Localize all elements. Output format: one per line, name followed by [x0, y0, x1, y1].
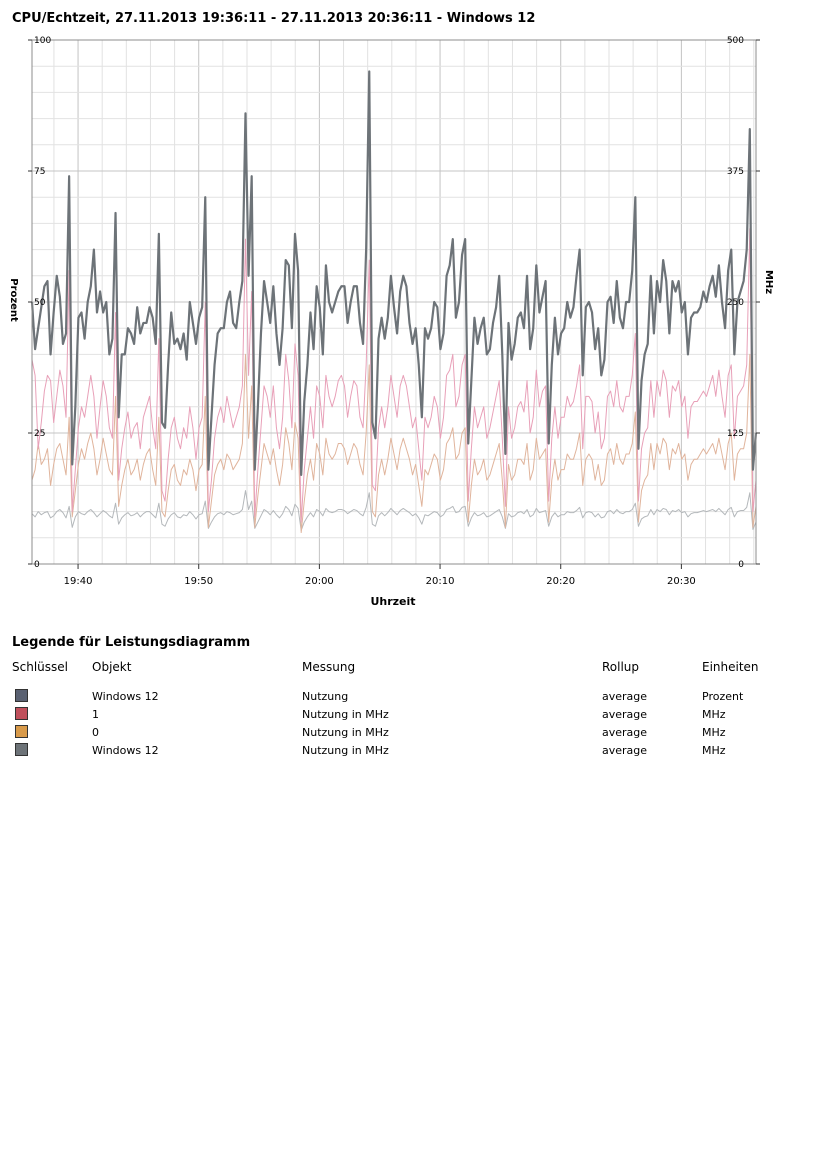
y-axis-left-label: Prozent — [8, 278, 19, 322]
legend-object: 0 — [92, 726, 99, 739]
legend-measure: Nutzung in MHz — [302, 744, 389, 757]
y-right-tick-label: 500 — [727, 36, 744, 46]
legend-rollup: average — [602, 744, 648, 757]
y-right-tick-label: 375 — [727, 167, 744, 177]
legend-color-swatch — [15, 707, 28, 720]
y-axis-right-label: MHz — [763, 270, 774, 294]
legend-measure: Nutzung in MHz — [302, 726, 389, 739]
x-tick-label: 19:50 — [184, 576, 213, 587]
y-left-tick-label: 100 — [34, 36, 51, 46]
legend-object: 1 — [92, 708, 99, 721]
legend-rollup: average — [602, 726, 648, 739]
series-line — [31, 490, 757, 531]
legend-units: MHz — [702, 726, 726, 739]
y-right-tick-label: 125 — [727, 429, 744, 439]
y-right-tick-label: 250 — [727, 298, 744, 308]
y-left-tick-label: 25 — [34, 429, 45, 439]
series-lines — [30, 70, 758, 534]
legend-rollup: average — [602, 690, 648, 703]
legend-color-swatch — [15, 743, 28, 756]
legend-row: 1 Nutzung in MHz average MHz — [0, 707, 827, 726]
legend-units: MHz — [702, 708, 726, 721]
x-tick-label: 20:30 — [667, 576, 696, 587]
legend-header-measure: Messung — [302, 660, 356, 674]
legend-title: Legende für Leistungsdiagramm — [12, 635, 251, 650]
series-line — [30, 70, 758, 477]
y-left-tick-label: 50 — [34, 298, 46, 308]
legend-row: Windows 12 Nutzung average Prozent — [0, 689, 827, 708]
x-tick-label: 20:20 — [546, 576, 575, 587]
x-tick-label: 20:10 — [426, 576, 455, 587]
legend-header-units: Einheiten — [702, 660, 759, 674]
legend-object: Windows 12 — [92, 690, 159, 703]
axes: 0 25 50 75 100 0 125 250 375 500 19:40 19:50 20:00 20… — [28, 36, 760, 587]
y-right-tick-label: 0 — [738, 560, 744, 570]
y-left-tick-label: 75 — [34, 167, 45, 177]
legend-header-object: Objekt — [92, 660, 132, 674]
x-axis-label: Uhrzeit — [370, 595, 415, 608]
legend-units: MHz — [702, 744, 726, 757]
legend-rollup: average — [602, 708, 648, 721]
legend-object: Windows 12 — [92, 744, 159, 757]
legend-row: Windows 12 Nutzung in MHz average MHz — [0, 743, 827, 762]
legend-row: 0 Nutzung in MHz average MHz — [0, 725, 827, 744]
series-line — [31, 228, 757, 523]
series-line — [31, 353, 757, 534]
x-tick-label: 20:00 — [305, 576, 334, 587]
legend-color-swatch — [15, 689, 28, 702]
legend-measure: Nutzung — [302, 690, 349, 703]
legend-measure: Nutzung in MHz — [302, 708, 389, 721]
legend-header-rollup: Rollup — [602, 660, 640, 674]
y-left-tick-label: 0 — [34, 560, 40, 570]
legend-header-key: Schlüssel — [12, 660, 68, 674]
x-tick-label: 19:40 — [64, 576, 93, 587]
chart-title: CPU/Echtzeit, 27.11.2013 19:36:11 - 27.1… — [12, 11, 536, 26]
cpu-performance-chart: 0 25 50 75 100 0 125 250 375 500 19:40 19:50 20:00 20… — [8, 36, 774, 608]
legend-units: Prozent — [702, 690, 744, 703]
legend-color-swatch — [15, 725, 28, 738]
